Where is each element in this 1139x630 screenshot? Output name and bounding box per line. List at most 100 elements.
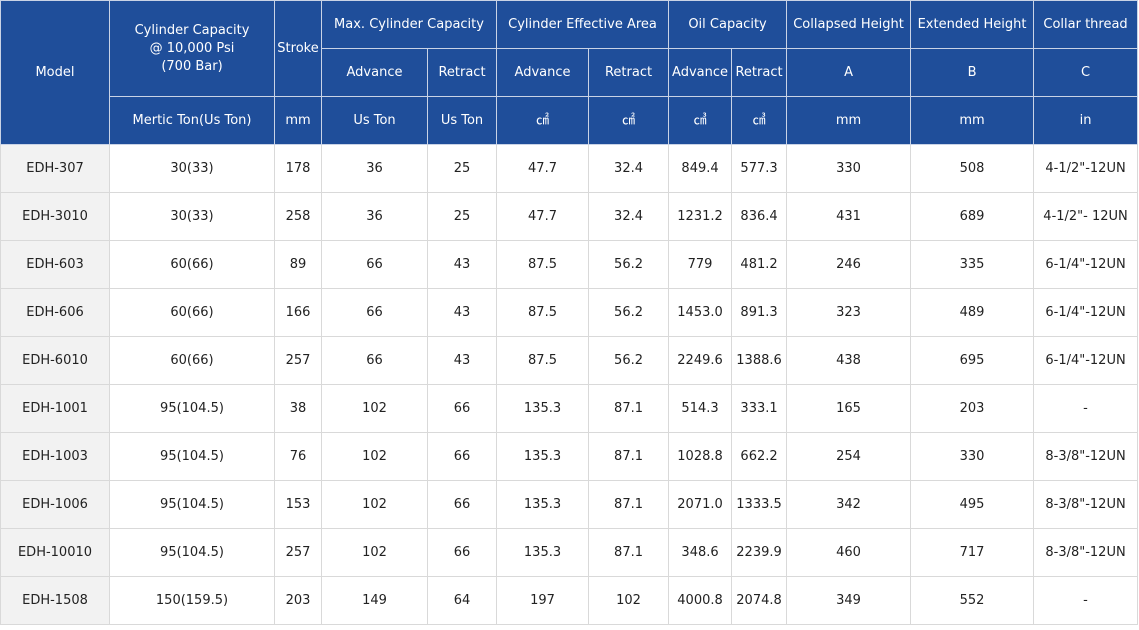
cell-collapsed-height: 330 (786, 144, 912, 193)
cell-cylinder-capacity: 150(159.5) (109, 576, 275, 625)
cell-model: EDH-3010 (0, 192, 110, 241)
unit-capacity: Mertic Ton(Us Ton) (109, 96, 275, 145)
header-row-2: Advance Retract Advance Retract Advance … (1, 48, 1139, 97)
header-max-advance: Advance (321, 48, 428, 97)
cell-stroke: 153 (274, 480, 322, 529)
cell-oil-advance: 4000.8 (668, 576, 733, 625)
cell-cylinder-capacity: 95(104.5) (109, 384, 275, 433)
cell-area-advance: 47.7 (496, 144, 590, 193)
cell-model: EDH-1001 (0, 384, 110, 433)
cell-oil-advance: 514.3 (668, 384, 733, 433)
table-row: EDH-10010 95(104.5) 257 102 66 135.3 87.1 348.6… (0, 528, 1139, 577)
cell-extended-height: 489 (910, 288, 1035, 337)
header-row-1: Model Cylinder Capacity @ 10,000 Psi (70… (0, 0, 1139, 145)
cell-max-advance: 102 (321, 528, 428, 577)
header-collapsed-height: Collapsed Height (786, 0, 912, 49)
cell-max-advance: 102 (321, 480, 428, 529)
cell-area-advance: 135.3 (496, 432, 590, 481)
cell-oil-retract: 333.1 (731, 384, 788, 433)
cell-cylinder-capacity: 60(66) (109, 240, 275, 289)
header-capacity-line1: Cylinder Capacity (134, 22, 250, 38)
cell-stroke: 166 (274, 288, 322, 337)
cell-model: EDH-307 (0, 144, 110, 193)
cell-collapsed-height: 349 (786, 576, 912, 625)
cell-cylinder-capacity: 60(66) (109, 336, 275, 385)
header-oil-capacity: Oil Capacity (668, 0, 788, 49)
cell-max-advance: 36 (321, 144, 428, 193)
header-area-advance: Advance (496, 48, 590, 97)
cell-oil-advance: 2071.0 (668, 480, 733, 529)
cell-oil-advance: 1231.2 (668, 192, 733, 241)
cell-area-retract: 87.1 (588, 432, 670, 481)
unit-oil-retract: ㎤ (731, 96, 788, 145)
header-collar-letter: C (1033, 48, 1139, 97)
cell-max-retract: 25 (426, 192, 498, 241)
cell-cylinder-capacity: 95(104.5) (109, 432, 275, 481)
cell-extended-height: 552 (910, 576, 1035, 625)
cell-cylinder-capacity: 60(66) (109, 288, 275, 337)
table-row: EDH-606 60(66) 166 66 43 87.5 56.2 1453.0 891.3 3… (0, 288, 1139, 337)
cell-oil-advance: 779 (668, 240, 733, 289)
cell-cylinder-capacity: 95(104.5) (109, 480, 275, 529)
header-max-capacity: Max. Cylinder Capacity (320, 0, 498, 49)
cell-collar-thread: 8-3/8"-12UN (1033, 432, 1139, 481)
cell-extended-height: 689 (910, 192, 1035, 241)
table-row: EDH-1003 95(104.5) 76 102 66 135.3 87.1 1028.8 6… (0, 432, 1139, 481)
table-row: EDH-307 30(33) 178 36 25 47.7 32.4 849.4 577.3 33… (0, 144, 1139, 193)
cell-collar-thread: 6-1/4"-12UN (1033, 288, 1139, 337)
table-row: EDH-1006 95(104.5) 153 102 66 135.3 87.1 2071.0… (0, 480, 1139, 529)
cell-oil-advance: 2249.6 (668, 336, 733, 385)
cell-max-advance: 66 (321, 240, 428, 289)
cell-collapsed-height: 323 (786, 288, 912, 337)
cell-area-retract: 32.4 (588, 144, 670, 193)
cell-max-retract: 66 (426, 480, 498, 529)
cell-extended-height: 203 (910, 384, 1035, 433)
cell-area-retract: 32.4 (588, 192, 670, 241)
cell-oil-retract: 577.3 (731, 144, 788, 193)
table-row: EDH-3010 30(33) 258 36 25 47.7 32.4 1231.2 836.4… (0, 192, 1139, 241)
cell-cylinder-capacity: 30(33) (109, 192, 275, 241)
table-row: EDH-603 60(66) 89 66 43 87.5 56.2 779 481.2 246 33… (0, 240, 1139, 289)
header-max-retract: Retract (426, 48, 498, 97)
unit-max-advance: Us Ton (321, 96, 428, 145)
cell-area-advance: 135.3 (496, 384, 590, 433)
header-row-3: Mertic Ton(Us Ton) mm Us Ton Us Ton ㎠ ㎠ … (1, 96, 1139, 145)
unit-extended: mm (910, 96, 1035, 145)
cell-extended-height: 335 (910, 240, 1035, 289)
cell-oil-advance: 348.6 (668, 528, 733, 577)
cell-max-advance: 66 (321, 288, 428, 337)
header-collapsed-letter: A (786, 48, 912, 97)
cell-oil-retract: 836.4 (731, 192, 788, 241)
cell-model: EDH-6010 (0, 336, 110, 385)
cell-oil-retract: 481.2 (731, 240, 788, 289)
cell-oil-retract: 2074.8 (731, 576, 788, 625)
cell-area-retract: 87.1 (588, 480, 670, 529)
cell-collar-thread: 4-1/2"-12UN (1033, 144, 1139, 193)
cell-collar-thread: 8-3/8"-12UN (1033, 528, 1139, 577)
cell-collar-thread: - (1033, 576, 1139, 625)
header-capacity-line3: (700 Bar) (161, 58, 223, 74)
cell-extended-height: 330 (910, 432, 1035, 481)
cell-stroke: 76 (274, 432, 322, 481)
cell-max-retract: 66 (426, 384, 498, 433)
cell-max-retract: 43 (426, 240, 498, 289)
cell-max-advance: 149 (321, 576, 428, 625)
table-row: EDH-1508 150(159.5) 203 149 64 197 102 4000.8 20… (0, 576, 1139, 625)
cell-model: EDH-606 (0, 288, 110, 337)
cell-max-retract: 43 (426, 336, 498, 385)
cell-collapsed-height: 460 (786, 528, 912, 577)
header-model: Model (0, 0, 110, 145)
cell-area-retract: 56.2 (588, 240, 670, 289)
table-row: EDH-1001 95(104.5) 38 102 66 135.3 87.1 514.3 33… (0, 384, 1139, 433)
unit-collar: in (1033, 96, 1139, 145)
cell-stroke: 38 (274, 384, 322, 433)
cell-area-retract: 56.2 (588, 288, 670, 337)
cell-area-advance: 47.7 (496, 192, 590, 241)
cell-collar-thread: 8-3/8"-12UN (1033, 480, 1139, 529)
cell-area-retract: 87.1 (588, 384, 670, 433)
table-row: EDH-6010 60(66) 257 66 43 87.5 56.2 2249.6 1388.… (0, 336, 1139, 385)
cell-extended-height: 717 (910, 528, 1035, 577)
cell-stroke: 89 (274, 240, 322, 289)
cell-collar-thread: 6-1/4"-12UN (1033, 336, 1139, 385)
